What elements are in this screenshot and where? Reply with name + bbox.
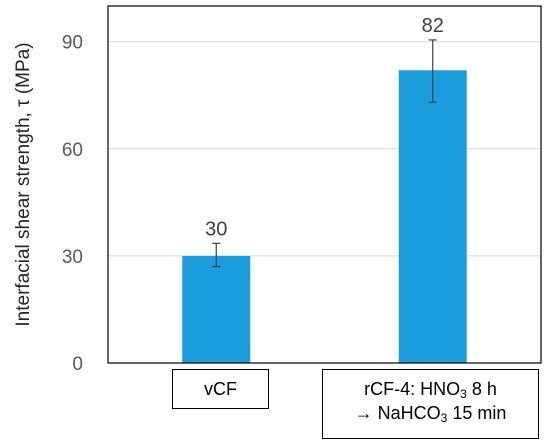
category-label-line: vCF bbox=[204, 379, 237, 399]
value-labels: 30 82 bbox=[205, 15, 444, 240]
y-tick-label-60: 60 bbox=[62, 140, 83, 161]
gridlines bbox=[108, 41, 541, 257]
data-label-1: 82 bbox=[422, 15, 444, 37]
y-tick-label-90: 90 bbox=[62, 33, 83, 54]
category-label-rcf-4: rCF-4: HNO3 8 h → NaHCO3 15 min bbox=[322, 369, 539, 439]
category-label-vcf: vCF bbox=[172, 369, 269, 409]
category-label-line: rCF-4: HNO3 8 h bbox=[364, 379, 497, 401]
error-bar-1 bbox=[428, 39, 437, 103]
bar-0 bbox=[182, 255, 251, 363]
plot-area-frame bbox=[107, 5, 542, 364]
error-bars bbox=[212, 39, 437, 268]
bar-1 bbox=[398, 70, 467, 363]
y-tick-label-0: 0 bbox=[72, 354, 83, 375]
y-axis-title: Interfacial shear strength, τ (MPa) bbox=[13, 42, 34, 326]
data-label-0: 30 bbox=[205, 218, 227, 240]
y-tick-labels: 0 30 60 90 bbox=[62, 33, 83, 375]
category-label-line: → NaHCO3 15 min bbox=[354, 403, 507, 425]
y-tick-label-30: 30 bbox=[62, 247, 83, 268]
bars bbox=[182, 70, 467, 363]
error-bar-0 bbox=[212, 242, 221, 268]
